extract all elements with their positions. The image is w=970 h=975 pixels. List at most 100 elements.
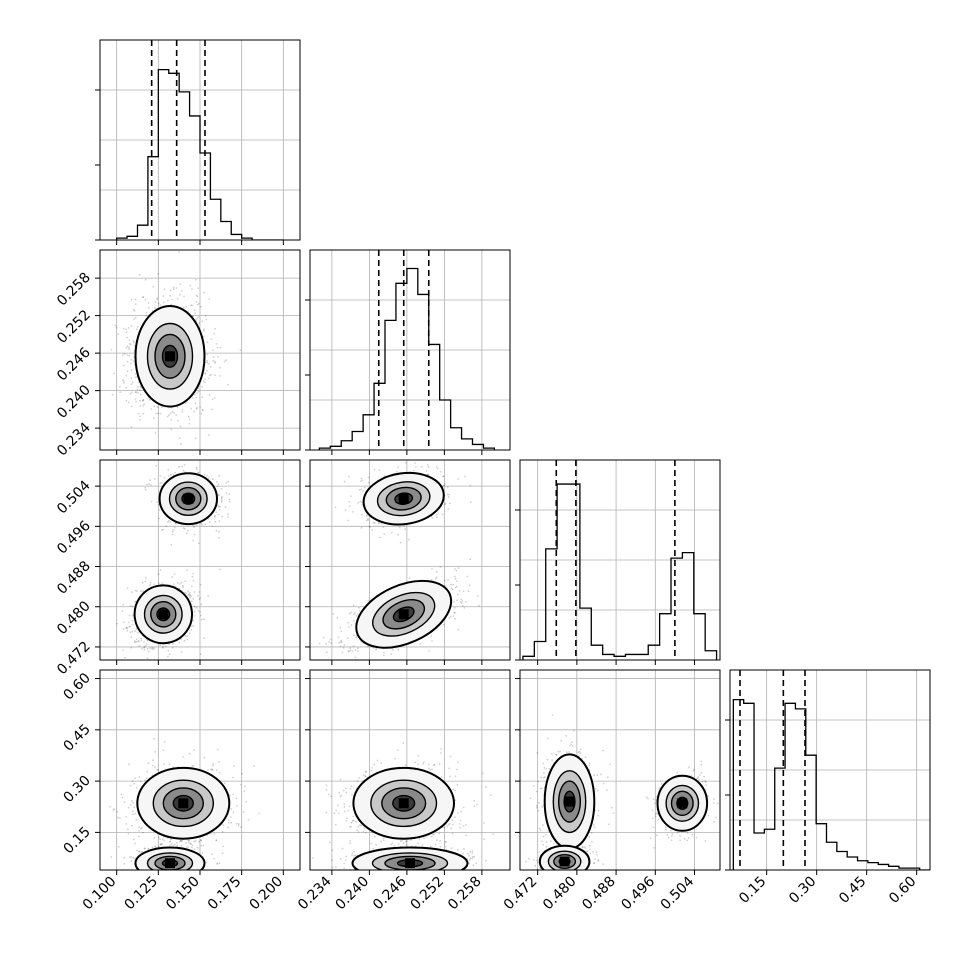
scatter-point (362, 490, 364, 492)
scatter-point (136, 787, 138, 789)
scatter-point (201, 413, 203, 415)
scatter-point (186, 635, 188, 637)
x-tick-label: 0.30 (786, 874, 819, 907)
scatter-point (135, 373, 137, 375)
scatter-point (203, 328, 205, 330)
scatter-point (196, 407, 198, 409)
scatter-point (189, 871, 191, 873)
scatter-point (190, 304, 192, 306)
scatter-point (219, 509, 221, 511)
scatter-point (360, 480, 362, 482)
scatter-point (196, 524, 198, 526)
scatter-point (468, 590, 470, 592)
scatter-point (258, 813, 260, 815)
scatter-point (427, 473, 429, 475)
scatter-point (132, 624, 134, 626)
scatter-point (204, 382, 206, 384)
scatter-point (456, 599, 458, 601)
scatter-point (436, 516, 438, 518)
scatter-point (135, 317, 137, 319)
scatter-point (203, 292, 205, 294)
scatter-point (452, 584, 454, 586)
scatter-point (148, 307, 150, 309)
scatter-point (131, 875, 133, 877)
scatter-point (196, 467, 198, 469)
scatter-point (442, 476, 444, 478)
scatter-point (195, 437, 197, 439)
scatter-point (199, 406, 201, 408)
scatter-point (349, 647, 351, 649)
scatter-point (378, 469, 380, 471)
scatter-point (213, 858, 215, 860)
scatter-point (355, 657, 357, 659)
scatter-point (182, 874, 184, 876)
scatter-point (325, 643, 327, 645)
scatter-point (133, 360, 135, 362)
scatter-point (217, 485, 219, 487)
scatter-point (150, 582, 152, 584)
scatter-point (155, 432, 157, 434)
scatter-point (130, 359, 132, 361)
scatter-point (183, 527, 185, 529)
scatter-point (154, 478, 156, 480)
scatter-point (155, 301, 157, 303)
scatter-point (172, 534, 174, 536)
scatter-point (469, 558, 471, 560)
scatter-point (132, 382, 134, 384)
scatter-point (371, 663, 373, 665)
scatter-point (132, 780, 134, 782)
y-tick-label: 0.472 (54, 638, 94, 678)
scatter-point (340, 646, 342, 648)
scatter-point (174, 527, 176, 529)
scatter-point (199, 597, 201, 599)
scatter-point (212, 350, 214, 352)
scatter-point (172, 643, 174, 645)
scatter-point (182, 586, 184, 588)
scatter-point (436, 466, 438, 468)
scatter-point (245, 801, 247, 803)
scatter-point (172, 871, 174, 873)
scatter-point (175, 414, 177, 416)
scatter-point (200, 306, 202, 308)
scatter-point (204, 379, 206, 381)
histogram-step-2 (523, 484, 717, 660)
scatter-point (216, 873, 218, 875)
scatter-point (198, 322, 200, 324)
scatter-point (219, 520, 221, 522)
scatter-point (397, 534, 399, 536)
scatter-point (404, 528, 406, 530)
scatter-point (450, 584, 452, 586)
scatter-point (413, 470, 415, 472)
scatter-point (160, 844, 162, 846)
scatter-point (143, 403, 145, 405)
scatter-point (141, 638, 143, 640)
scatter-point (362, 479, 364, 481)
scatter-point (170, 290, 172, 292)
scatter-point (440, 566, 442, 568)
scatter-point (209, 394, 211, 396)
scatter-point (167, 300, 169, 302)
scatter-point (408, 539, 410, 541)
scatter-point (203, 845, 205, 847)
scatter-point (130, 378, 132, 380)
scatter-point (135, 878, 137, 880)
scatter-point (177, 298, 179, 300)
scatter-point (187, 590, 189, 592)
scatter-point (330, 642, 332, 644)
scatter-point (229, 499, 231, 501)
scatter-point (455, 578, 457, 580)
scatter-point (465, 601, 467, 603)
scatter-point (130, 636, 132, 638)
scatter-point (198, 316, 200, 318)
scatter-point (122, 354, 124, 356)
y-tick-label: 0.258 (54, 270, 94, 310)
scatter-point (200, 653, 202, 655)
scatter-point (218, 483, 220, 485)
scatter-point (179, 642, 181, 644)
scatter-point (144, 581, 146, 583)
scatter-point (155, 465, 157, 467)
scatter-point (339, 627, 341, 629)
scatter-point (168, 475, 170, 477)
scatter-point (200, 584, 202, 586)
scatter-point (192, 598, 194, 600)
